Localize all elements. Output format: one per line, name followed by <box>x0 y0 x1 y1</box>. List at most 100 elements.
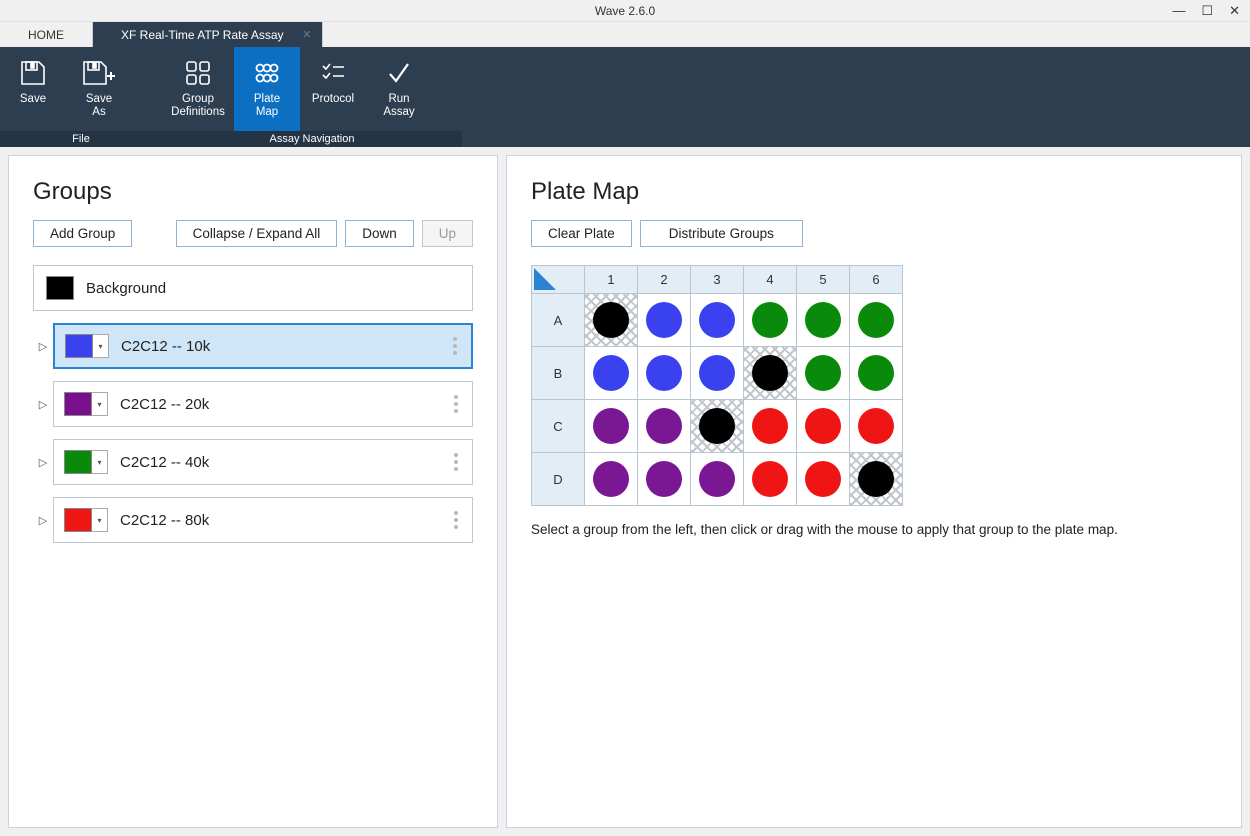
group-definitions-button[interactable]: Group Definitions <box>162 47 234 131</box>
ribbon-group-nav: Group Definitions Plate Map Protocol <box>162 47 462 147</box>
plate-well[interactable] <box>744 400 797 453</box>
tab-assay[interactable]: XF Real-Time ATP Rate Assay ✕ <box>93 22 323 47</box>
up-button: Up <box>422 220 473 247</box>
plate-well[interactable] <box>585 400 638 453</box>
tab-home[interactable]: HOME <box>0 22 93 47</box>
plate-well[interactable] <box>585 347 638 400</box>
well-circle <box>593 408 629 444</box>
plate-map-icon <box>252 55 282 91</box>
run-assay-label: Run Assay <box>383 93 414 119</box>
plate-row-header[interactable]: A <box>532 294 585 347</box>
background-label: Background <box>86 280 166 297</box>
plate-well[interactable] <box>638 347 691 400</box>
plate-col-header[interactable]: 2 <box>638 266 691 294</box>
plate-corner[interactable] <box>532 266 585 294</box>
plate-well[interactable] <box>850 294 903 347</box>
plate-map-button[interactable]: Plate Map <box>234 47 300 131</box>
window-controls: — ☐ ✕ <box>1168 3 1244 19</box>
plate-well[interactable] <box>638 294 691 347</box>
well-circle <box>752 355 788 391</box>
expand-toggle[interactable]: ▷ <box>33 398 53 411</box>
protocol-label: Protocol <box>312 93 354 106</box>
save-label: Save <box>20 93 46 106</box>
plate-well[interactable] <box>691 453 744 506</box>
group-name-label: C2C12 -- 40k <box>120 454 209 471</box>
plate-map-panel: Plate Map Clear Plate Distribute Groups … <box>506 155 1242 828</box>
tab-assay-label: XF Real-Time ATP Rate Assay <box>121 28 284 42</box>
tab-close-icon[interactable]: ✕ <box>302 28 311 41</box>
group-background[interactable]: Background <box>33 265 473 311</box>
group-item[interactable]: ▾ C2C12 -- 80k <box>53 497 473 543</box>
group-name-label: C2C12 -- 80k <box>120 512 209 529</box>
well-circle <box>805 355 841 391</box>
add-group-button[interactable]: Add Group <box>33 220 132 247</box>
plate-well[interactable] <box>744 294 797 347</box>
plate-well[interactable] <box>638 400 691 453</box>
plate-well[interactable] <box>585 294 638 347</box>
color-dropdown[interactable]: ▾ <box>92 392 108 416</box>
plate-well[interactable] <box>744 453 797 506</box>
plate-well[interactable] <box>744 347 797 400</box>
plate-row-header[interactable]: B <box>532 347 585 400</box>
plate-well[interactable] <box>691 400 744 453</box>
expand-toggle[interactable]: ▷ <box>33 514 53 527</box>
plate-col-header[interactable]: 1 <box>585 266 638 294</box>
plate-well[interactable] <box>691 294 744 347</box>
minimize-icon[interactable]: — <box>1168 3 1189 18</box>
run-assay-button[interactable]: Run Assay <box>366 47 432 131</box>
group-item[interactable]: ▾ C2C12 -- 20k <box>53 381 473 427</box>
plate-well[interactable] <box>850 400 903 453</box>
plate-col-header[interactable]: 5 <box>797 266 850 294</box>
plate-well[interactable] <box>585 453 638 506</box>
more-menu-icon[interactable] <box>453 337 457 355</box>
well-circle <box>699 302 735 338</box>
more-menu-icon[interactable] <box>454 453 458 471</box>
well-circle <box>858 355 894 391</box>
group-item[interactable]: ▾ C2C12 -- 10k <box>53 323 473 369</box>
clear-plate-button[interactable]: Clear Plate <box>531 220 632 247</box>
more-menu-icon[interactable] <box>454 511 458 529</box>
plate-well[interactable] <box>850 347 903 400</box>
down-button[interactable]: Down <box>345 220 414 247</box>
group-item[interactable]: ▾ C2C12 -- 40k <box>53 439 473 485</box>
tab-strip: HOME XF Real-Time ATP Rate Assay ✕ <box>0 22 1250 47</box>
well-circle <box>858 302 894 338</box>
well-circle <box>593 461 629 497</box>
plate-well[interactable] <box>797 347 850 400</box>
expand-toggle[interactable]: ▷ <box>33 456 53 469</box>
plate-col-header[interactable]: 4 <box>744 266 797 294</box>
plate-map-buttons: Clear Plate Distribute Groups <box>531 220 1217 247</box>
expand-toggle[interactable]: ▷ <box>33 340 53 353</box>
plate-col-header[interactable]: 6 <box>850 266 903 294</box>
more-menu-icon[interactable] <box>454 395 458 413</box>
plate-well[interactable] <box>797 400 850 453</box>
group-color-swatch <box>65 334 93 358</box>
group-color-swatch <box>64 508 92 532</box>
ribbon-file-label: File <box>0 131 162 147</box>
ribbon: Save Save As File <box>0 47 1250 147</box>
well-circle <box>646 408 682 444</box>
protocol-icon <box>318 55 348 91</box>
save-button[interactable]: Save <box>0 47 66 131</box>
plate-well[interactable] <box>691 347 744 400</box>
collapse-expand-button[interactable]: Collapse / Expand All <box>176 220 338 247</box>
well-circle <box>646 355 682 391</box>
plate-row-header[interactable]: C <box>532 400 585 453</box>
color-dropdown[interactable]: ▾ <box>92 450 108 474</box>
distribute-groups-button[interactable]: Distribute Groups <box>640 220 803 247</box>
plate-well[interactable] <box>797 453 850 506</box>
save-icon <box>18 55 48 91</box>
plate-well[interactable] <box>850 453 903 506</box>
color-dropdown[interactable]: ▾ <box>92 508 108 532</box>
save-as-button[interactable]: Save As <box>66 47 132 131</box>
plate-well[interactable] <box>797 294 850 347</box>
plate-row-header[interactable]: D <box>532 453 585 506</box>
color-dropdown[interactable]: ▾ <box>93 334 109 358</box>
plate-well[interactable] <box>638 453 691 506</box>
protocol-button[interactable]: Protocol <box>300 47 366 131</box>
plate-col-header[interactable]: 3 <box>691 266 744 294</box>
ribbon-nav-label: Assay Navigation <box>162 131 462 147</box>
close-icon[interactable]: ✕ <box>1225 3 1244 19</box>
group-color-swatch <box>64 450 92 474</box>
maximize-icon[interactable]: ☐ <box>1197 3 1217 19</box>
